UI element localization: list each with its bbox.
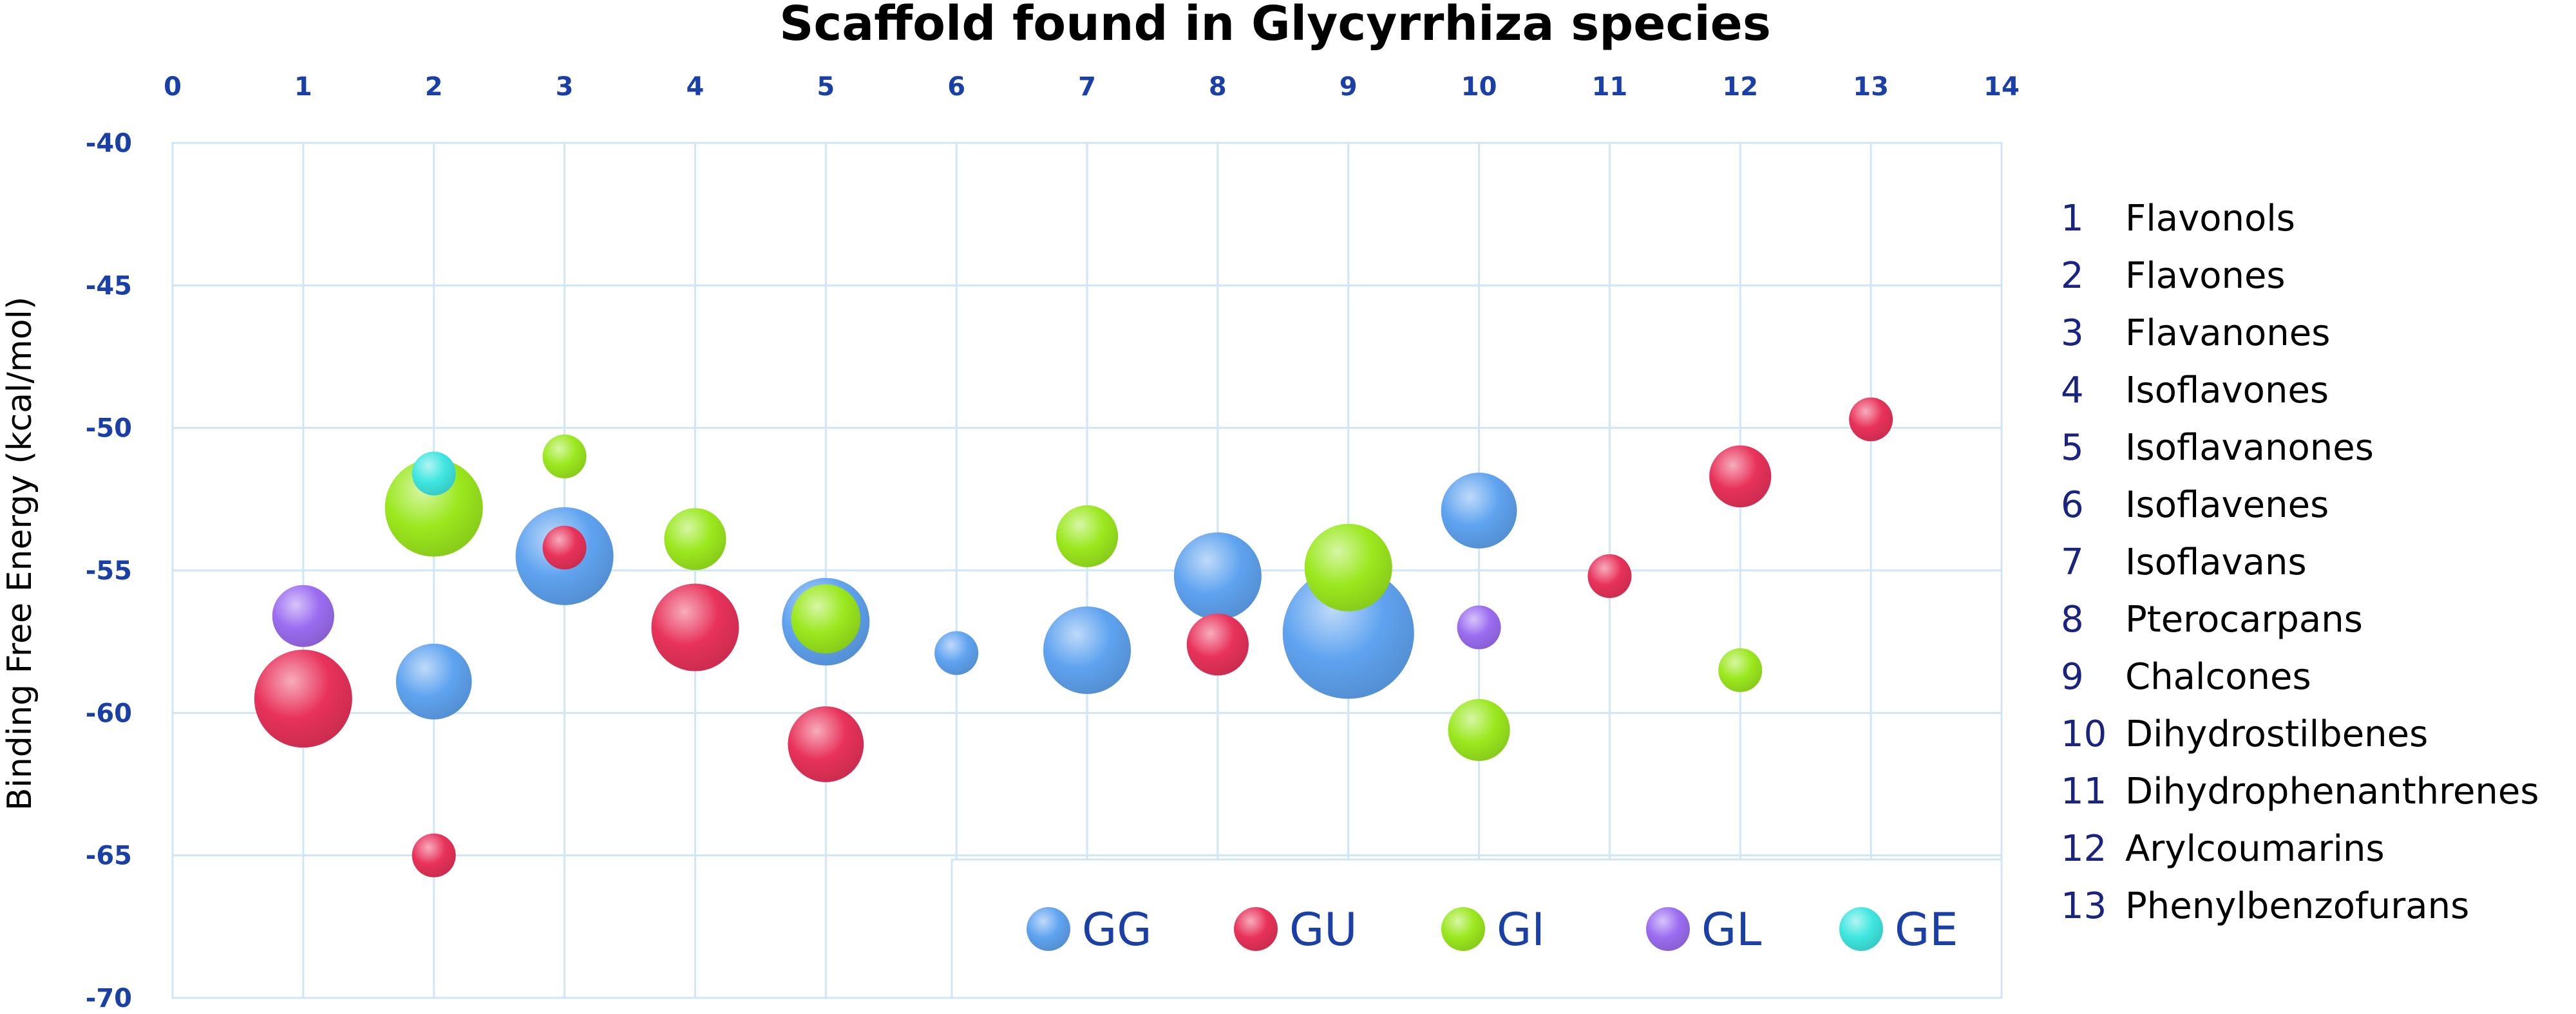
y-tick-label: -55 [86,556,132,586]
y-axis-ticks: -40 -45 -50 -55 -60 -65 -70 [86,129,132,1013]
scaffold-key: 1 Flavonols 2 Flavones 3 Flavanones 4 Isoflavon… [2061,198,2539,927]
x-tick-label: 13 [1853,72,1889,102]
scaffold-key-number: 8 [2061,599,2084,641]
bubble-gu [1587,554,1632,598]
y-tick-label: -65 [86,841,132,871]
legend-label-gl: GL [1701,903,1761,956]
bubble-gu [412,833,456,878]
bubble-gu [1186,614,1249,676]
x-tick-label: 14 [1984,72,2020,102]
x-tick-label: 11 [1592,72,1628,102]
x-tick-label: 9 [1340,72,1358,102]
bubble-gu [651,583,739,671]
bubble-gu [254,650,352,748]
bubble-gi [1304,523,1392,612]
scaffold-key-number: 3 [2061,312,2084,354]
scaffold-key-number: 2 [2061,255,2084,297]
legend: GG GU GI GL GE [951,858,2003,999]
bubble-gi [1448,699,1510,761]
x-tick-label: 4 [687,72,705,102]
x-tick-label: 3 [556,72,574,102]
scaffold-key-number: 12 [2061,828,2107,870]
bubble-gg [1441,473,1517,549]
scaffold-key-number: 11 [2061,771,2107,812]
scaffold-key-number: 13 [2061,885,2107,927]
y-tick-label: -45 [86,271,132,301]
legend-label-gi: GI [1497,903,1545,956]
bubble-gi [384,458,483,557]
bubble-gl [272,585,334,647]
scaffold-key-name: Flavanones [2125,312,2330,354]
y-tick-label: -70 [86,984,132,1013]
legend-swatch-gu [1234,907,1278,951]
x-tick-label: 10 [1461,72,1497,102]
scaffold-key-name: Isoflavanones [2125,427,2374,469]
x-tick-label: 1 [294,72,312,102]
scaffold-key-number: 4 [2061,370,2084,411]
legend-label-gg: GG [1082,903,1152,956]
y-axis-label: Binding Free Energy (kcal/mol) [1,297,39,811]
scaffold-key-number: 9 [2061,656,2084,698]
bubble-gu [542,525,587,570]
scaffold-key-name: Isoflavones [2125,370,2329,411]
bubble-gg [1173,532,1262,620]
scaffold-key-name: Chalcones [2125,656,2311,698]
bubble-series [254,397,1893,878]
scaffold-key-number: 1 [2061,198,2084,239]
bubble-gi [664,508,726,570]
legend-swatch-gl [1646,907,1690,951]
scaffold-key-name: Pterocarpans [2125,599,2363,641]
scaffold-key-number: 5 [2061,427,2084,469]
scaffold-key-name: Phenylbenzofurans [2125,885,2469,927]
bubble-gg [934,631,979,675]
x-tick-label: 8 [1209,72,1227,102]
scaffold-key-name: Flavonols [2125,198,2295,239]
bubble-gl [1457,605,1501,650]
bubble-gg [395,643,472,720]
scaffold-key-name: Dihydrophenanthrenes [2125,771,2539,812]
y-tick-label: -50 [86,414,132,444]
x-tick-label: 12 [1722,72,1758,102]
chart-title: Scaffold found in Glycyrrhiza species [779,0,1771,52]
scaffold-key-number: 6 [2061,484,2084,526]
scaffold-key-number: 7 [2061,541,2084,583]
x-tick-label: 7 [1078,72,1096,102]
bubble-gu [1849,397,1893,442]
bubble-gu [788,706,864,782]
legend-swatch-ge [1839,907,1883,951]
bubble-gi [542,434,587,478]
scaffold-key-number: 10 [2061,713,2107,755]
legend-swatch-gi [1441,907,1485,951]
x-axis-ticks: 0 1 2 3 4 5 6 7 8 9 10 11 12 13 14 [164,72,2020,102]
legend-swatch-gg [1027,907,1070,951]
x-tick-label: 5 [817,72,835,102]
bubble-gu [1709,445,1772,508]
legend-label-ge: GE [1895,903,1958,956]
scaffold-key-name: Arylcoumarins [2125,828,2385,870]
y-tick-label: -60 [86,699,132,728]
scaffold-key-name: Isoflavenes [2125,484,2329,526]
bubble-gi [791,584,861,654]
legend-label-gu: GU [1289,903,1357,956]
scaffold-key-name: Isoflavans [2125,541,2307,583]
bubble-ge [412,451,456,496]
x-tick-label: 0 [164,72,182,102]
bubble-gg [1282,567,1414,699]
bubble-gi [1056,505,1119,567]
x-tick-label: 6 [947,72,965,102]
scaffold-key-name: Flavones [2125,255,2286,297]
y-tick-label: -40 [86,129,132,158]
bubble-gi [1718,648,1763,692]
scaffold-key-name: Dihydrostilbenes [2125,713,2428,755]
x-tick-label: 2 [425,72,443,102]
bubble-gg [1043,606,1131,694]
